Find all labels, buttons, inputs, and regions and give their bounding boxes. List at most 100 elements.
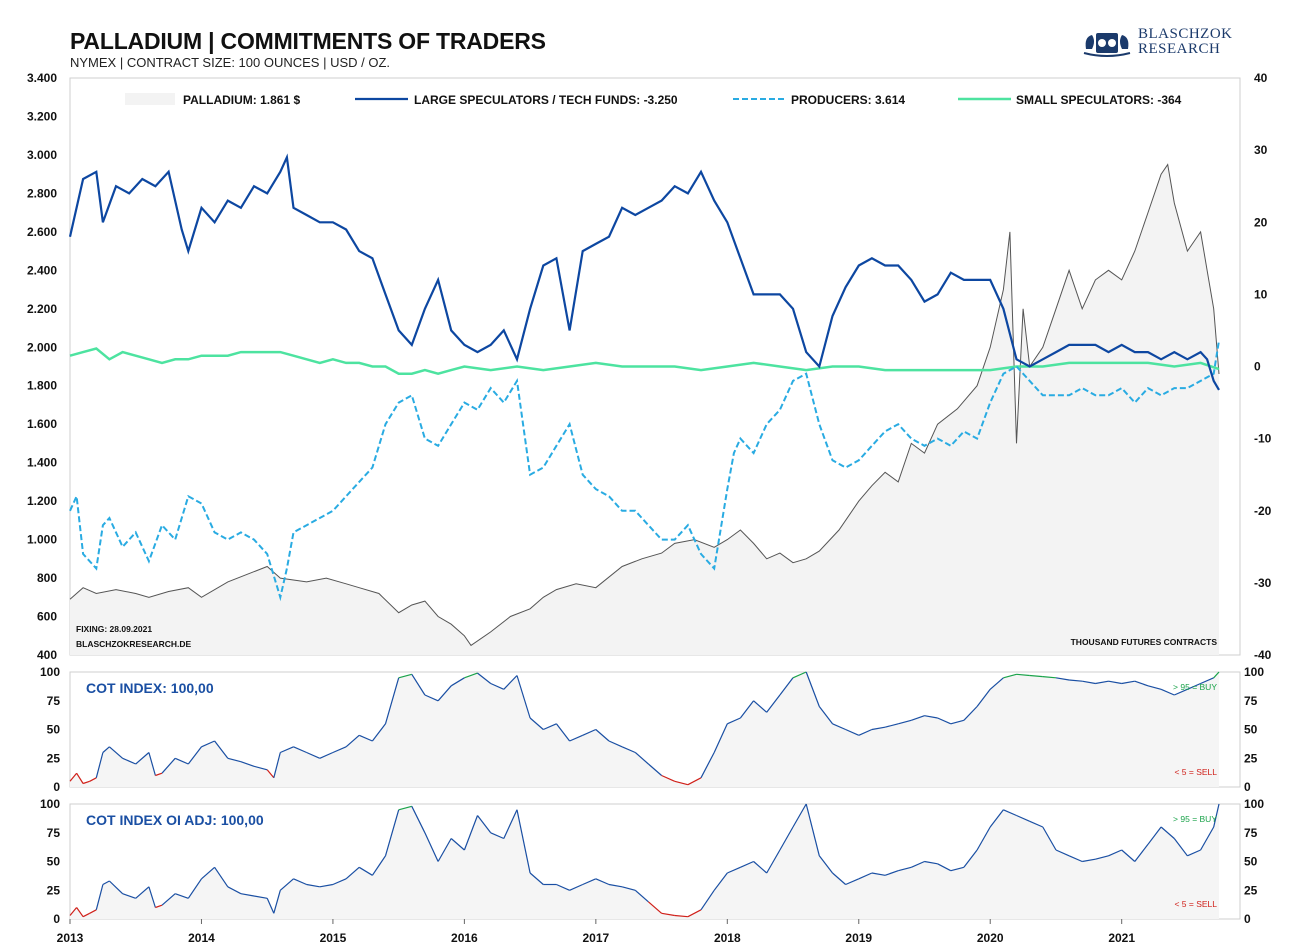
cot-index-oi-adj-line-segment — [950, 866, 965, 872]
cot-index-oi-adj-line-segment — [398, 805, 412, 811]
left-axis-tick: 1.600 — [27, 417, 57, 431]
cot-index-oi-adj-line-segment — [1213, 803, 1220, 828]
cot-index-line-segment — [1108, 680, 1122, 685]
left-axis-tick: 2.200 — [27, 302, 57, 316]
cot-index-line-segment — [543, 723, 557, 731]
cot-index-oi-adj-line-segment — [1029, 820, 1044, 828]
cot-index-line-segment — [950, 719, 965, 725]
fixing-note: FIXING: 28.09.2021 — [76, 624, 152, 634]
left-axis-tick: 600 — [37, 610, 57, 624]
cot-index-oi-adj-line-segment — [1134, 843, 1149, 862]
cot-index-oi-adj-line-segment — [713, 872, 728, 891]
cot-index-oi-adj-line-segment — [214, 866, 229, 888]
cot-index-oi-adj-line-segment — [766, 849, 781, 874]
legend-palladium-label: PALLADIUM: 1.861 $ — [183, 93, 300, 107]
cot-index-line-segment — [1187, 682, 1201, 690]
cot-index-left-tick: 0 — [53, 780, 60, 794]
cot-index-oi-adj-line-segment — [450, 838, 465, 851]
cot-index-oi-adj-line-segment — [1082, 858, 1096, 863]
cot-index-left-tick: 25 — [47, 751, 61, 765]
cot-index-oi-adj-left-tick: 50 — [47, 855, 61, 869]
cot-index-line-segment — [450, 677, 465, 687]
cot-index-line-segment — [293, 746, 307, 754]
right-axis-tick: 30 — [1254, 143, 1268, 157]
cot-index-line-segment — [280, 746, 294, 754]
x-axis-tick-label: 2014 — [188, 931, 215, 945]
cot-index-oi-adj-line-segment — [845, 878, 860, 886]
cot-index-oi-adj-line-segment — [582, 878, 597, 886]
left-axis-tick: 1.000 — [27, 533, 57, 547]
cot-index-oi-adj-line-segment — [1160, 826, 1175, 839]
cot-index-oi-adj-right-tick: 25 — [1244, 883, 1258, 897]
cot-index-line-segment — [858, 728, 873, 736]
cot-index-oi-adj-line-segment — [82, 912, 90, 918]
cot-index-line-segment — [739, 700, 755, 719]
cot-index-line-segment — [1134, 680, 1149, 687]
cot-index-line-segment — [411, 673, 426, 696]
left-axis-tick: 2.000 — [27, 340, 57, 354]
x-axis-tick-label: 2015 — [320, 931, 347, 945]
cot-index-line-segment — [516, 675, 531, 719]
cot-index-line-segment — [1082, 680, 1096, 685]
cot-index-oi-adj-line-segment — [1055, 849, 1070, 857]
small-speculators-line — [69, 347, 1220, 375]
cot-index-oi-adj-left-tick: 100 — [40, 797, 60, 811]
cot-index-oi-adj-line-segment — [1187, 849, 1201, 857]
x-axis-tick-label: 2013 — [57, 931, 84, 945]
cot-index-oi-adj-line-segment — [358, 866, 373, 876]
site-note: BLASCHZOKRESEARCH.DE — [76, 639, 192, 649]
cot-index-right-tick: 0 — [1244, 780, 1251, 794]
cot-index-oi-adj-line-segment — [608, 883, 623, 888]
cot-index-oi-adj-area — [70, 804, 1219, 919]
cot-index-oi-adj-label: COT INDEX OI ADJ: 100,00 — [86, 812, 264, 828]
cot-index-line-segment — [911, 715, 925, 721]
cot-index-oi-adj-line-segment — [976, 826, 991, 851]
cot-index-oi-adj-line-segment — [319, 883, 334, 888]
large-speculators-line — [68, 153, 1220, 391]
cot-index-line-segment — [1042, 676, 1057, 679]
cot-index-line-segment — [1003, 673, 1017, 679]
right-axis-tick: 10 — [1254, 287, 1268, 301]
left-axis-tick: 2.400 — [27, 263, 57, 277]
units-note: THOUSAND FUTURES CONTRACTS — [1071, 637, 1218, 647]
cot-index-oi-adj-line-segment — [989, 809, 1004, 828]
cot-index-oi-adj-line-segment — [306, 883, 320, 888]
cot-index-oi-adj-line-segment — [621, 886, 636, 891]
cot-index-line-segment — [424, 694, 439, 702]
cot-index-oi-adj-line-segment — [687, 909, 702, 918]
cot-index-left-tick: 100 — [40, 665, 60, 679]
cot-index-sell-label: < 5 = SELL — [1174, 767, 1217, 777]
cot-index-oi-adj-line-segment — [437, 838, 452, 862]
cot-index-oi-adj-line-segment — [661, 912, 675, 917]
cot-index-line-segment — [95, 752, 104, 778]
cot-index-oi-adj-line-segment — [569, 883, 583, 891]
cot-index-line-segment — [214, 740, 229, 759]
cot-index-line-segment — [148, 752, 156, 776]
logo-text: BLASCHZOK RESEARCH — [1138, 27, 1233, 57]
cot-index-line-segment — [818, 706, 833, 725]
cot-index-line-segment — [102, 746, 110, 753]
cot-index-oi-adj-line-segment — [490, 832, 505, 840]
cot-index-oi-adj-line-segment — [516, 809, 531, 874]
cot-index-line-segment — [595, 729, 610, 742]
cot-index-oi-adj-line-segment — [898, 866, 912, 872]
cot-index-right-tick: 25 — [1244, 751, 1258, 765]
logo-line-1: BLASCHZOK — [1138, 26, 1233, 42]
cot-index-oi-adj-line-segment — [279, 878, 294, 891]
cot-index-oi-adj-line-segment — [102, 880, 110, 886]
cot-index-oi-adj-line-segment — [266, 898, 275, 914]
cot-index-line-segment — [398, 673, 412, 679]
producers-line — [69, 340, 1220, 602]
cot-index-line-segment — [1174, 688, 1188, 696]
cot-index-line-segment — [845, 728, 860, 736]
cot-index-left-tick: 75 — [47, 694, 61, 708]
cot-index-line-segment — [608, 740, 623, 748]
cot-index-line-segment — [569, 734, 583, 742]
right-axis-tick: 20 — [1254, 215, 1268, 229]
cot-index-line-segment — [273, 752, 281, 778]
cot-index-line-segment — [109, 746, 123, 759]
cot-index-oi-adj-line-segment — [529, 872, 544, 885]
cot-index-oi-adj-line-segment — [911, 860, 925, 868]
cot-index-oi-adj-line-segment — [740, 860, 754, 868]
